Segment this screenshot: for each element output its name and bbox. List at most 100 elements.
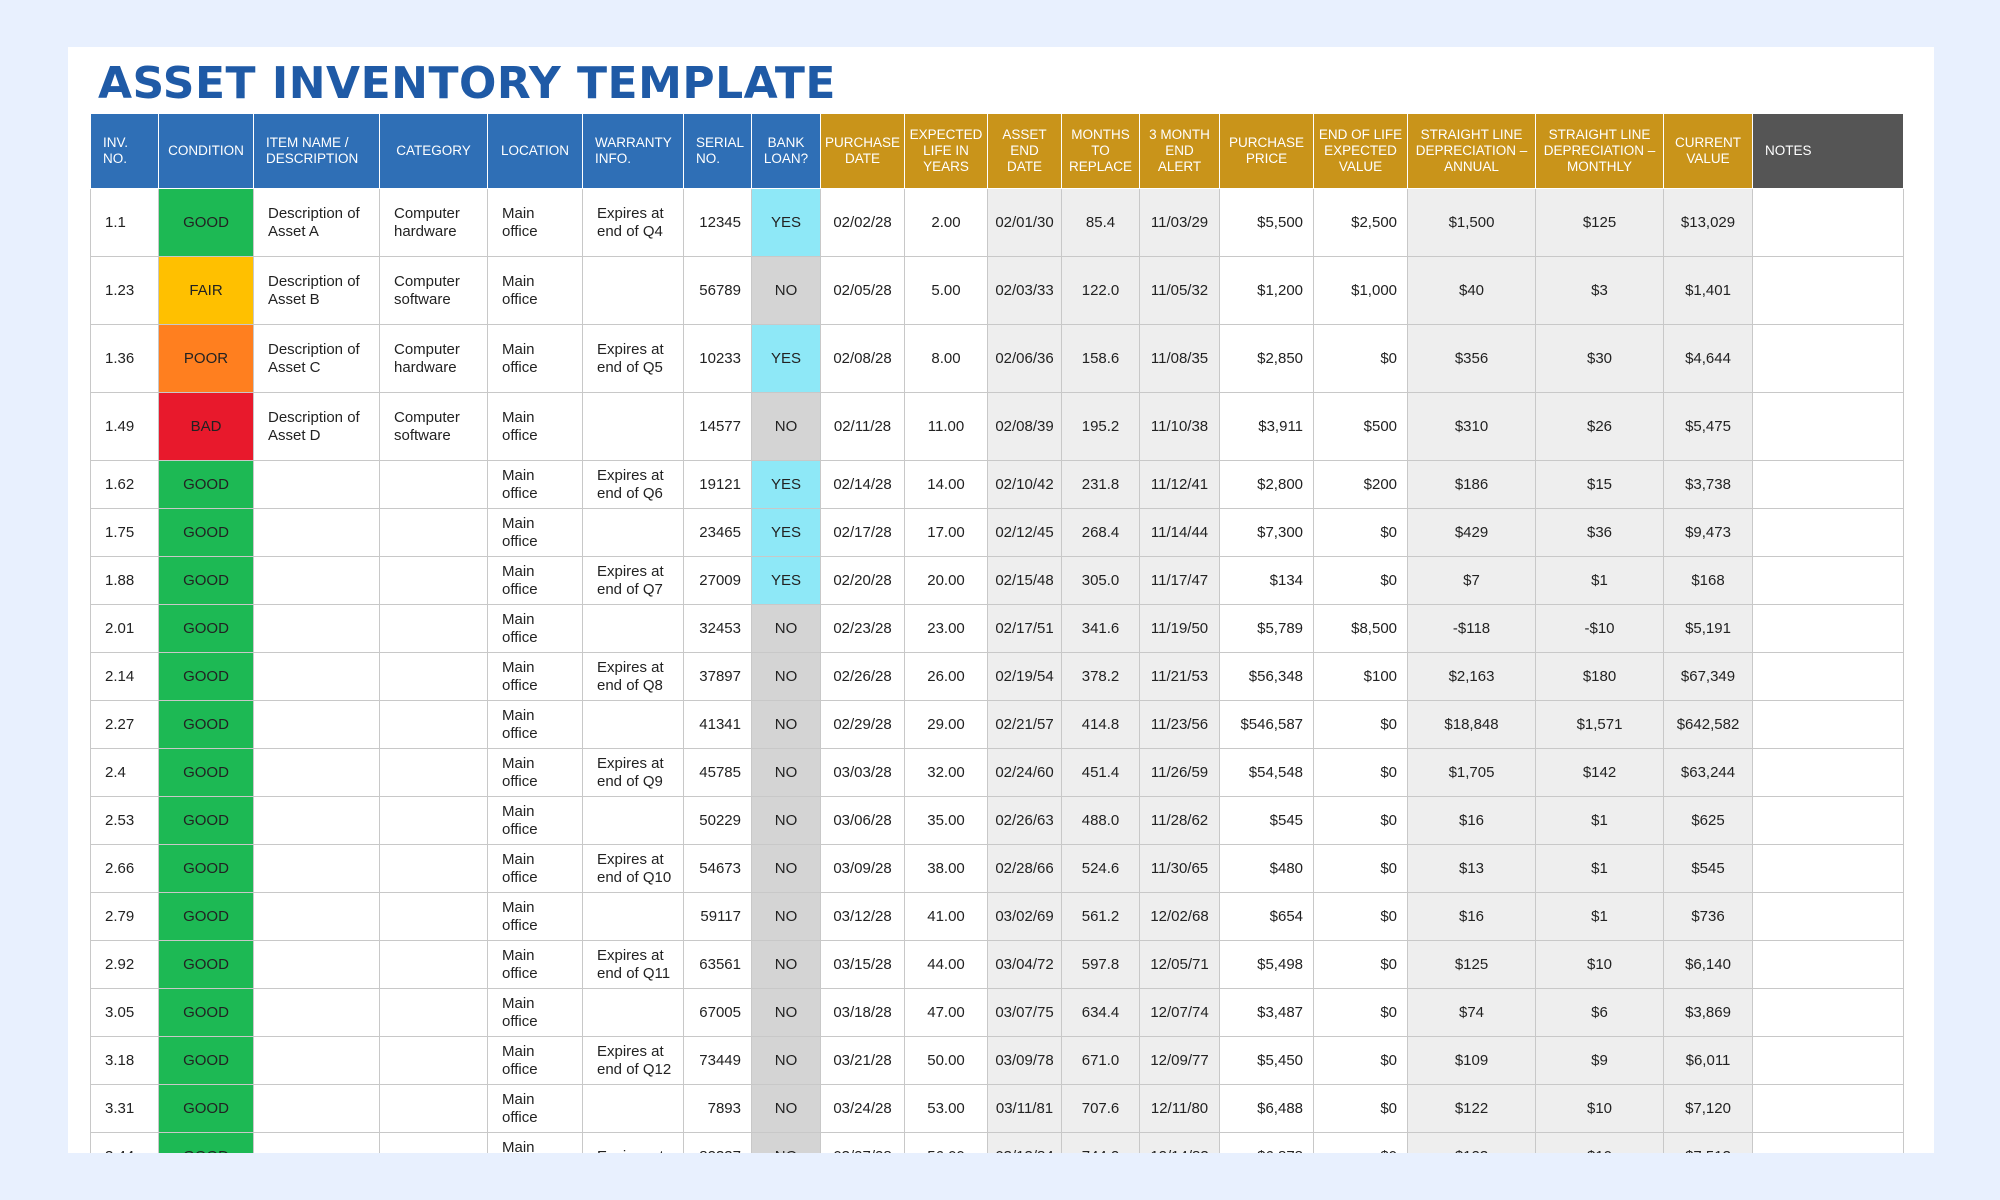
cell-purchase-price[interactable]: $5,450	[1219, 1036, 1315, 1085]
cell-purchase-date[interactable]: 03/21/28	[819, 1036, 906, 1085]
cell-asset-end-date[interactable]: 02/26/63	[987, 796, 1063, 845]
cell-purchase-date[interactable]: 03/24/28	[819, 1084, 906, 1133]
cell-purchase-price[interactable]: $480	[1219, 844, 1315, 893]
cell-asset-end-date[interactable]: 03/07/75	[987, 988, 1063, 1037]
cell-bank-loan[interactable]: NO	[751, 700, 821, 749]
cell-depreciation-monthly[interactable]: $9	[1535, 1036, 1665, 1085]
cell-3-month-end-alert[interactable]: 11/10/38	[1139, 392, 1221, 461]
cell-depreciation-annual[interactable]: $40	[1407, 256, 1537, 325]
cell-category[interactable]: Computer software	[379, 392, 488, 461]
cell-notes[interactable]	[1752, 392, 1905, 461]
cell-3-month-end-alert[interactable]: 11/17/47	[1139, 556, 1221, 605]
cell-serial-no[interactable]: 82337	[683, 1132, 752, 1153]
cell-months-to-replace[interactable]: 744.2	[1061, 1132, 1141, 1153]
cell-end-of-life-value[interactable]: $0	[1313, 748, 1409, 797]
cell-depreciation-monthly[interactable]: $26	[1535, 392, 1665, 461]
cell-bank-loan[interactable]: NO	[751, 748, 821, 797]
cell-depreciation-annual[interactable]: $13	[1407, 844, 1537, 893]
cell-expected-life[interactable]: 32.00	[904, 748, 989, 797]
cell-warranty[interactable]	[582, 392, 684, 461]
cell-bank-loan[interactable]: NO	[751, 652, 821, 701]
cell-months-to-replace[interactable]: 341.6	[1061, 604, 1141, 653]
cell-purchase-date[interactable]: 02/14/28	[819, 460, 906, 509]
header-months-to-replace[interactable]: MONTHS TO REPLACE	[1061, 113, 1141, 189]
cell-inv-no[interactable]: 3.18	[90, 1036, 159, 1085]
cell-depreciation-monthly[interactable]: $10	[1535, 1132, 1665, 1153]
cell-condition[interactable]: GOOD	[158, 988, 254, 1037]
cell-end-of-life-value[interactable]: $0	[1313, 700, 1409, 749]
cell-depreciation-monthly[interactable]: $36	[1535, 508, 1665, 557]
cell-inv-no[interactable]: 3.44	[90, 1132, 159, 1153]
cell-condition[interactable]: GOOD	[158, 460, 254, 509]
header-bank-loan[interactable]: BANK LOAN?	[751, 113, 821, 189]
cell-purchase-date[interactable]: 02/23/28	[819, 604, 906, 653]
cell-condition[interactable]: GOOD	[158, 556, 254, 605]
cell-expected-life[interactable]: 11.00	[904, 392, 989, 461]
cell-bank-loan[interactable]: NO	[751, 844, 821, 893]
cell-end-of-life-value[interactable]: $0	[1313, 556, 1409, 605]
cell-inv-no[interactable]: 2.14	[90, 652, 159, 701]
cell-current-value[interactable]: $7,513	[1663, 1132, 1754, 1153]
cell-bank-loan[interactable]: NO	[751, 1132, 821, 1153]
cell-depreciation-monthly[interactable]: $125	[1535, 188, 1665, 257]
header-serial-no[interactable]: SERIAL No.	[683, 113, 752, 189]
cell-3-month-end-alert[interactable]: 11/12/41	[1139, 460, 1221, 509]
cell-purchase-date[interactable]: 02/26/28	[819, 652, 906, 701]
cell-end-of-life-value[interactable]: $8,500	[1313, 604, 1409, 653]
cell-end-of-life-value[interactable]: $2,500	[1313, 188, 1409, 257]
cell-expected-life[interactable]: 29.00	[904, 700, 989, 749]
cell-months-to-replace[interactable]: 524.6	[1061, 844, 1141, 893]
cell-asset-end-date[interactable]: 02/03/33	[987, 256, 1063, 325]
cell-category[interactable]: Computer hardware	[379, 188, 488, 257]
cell-purchase-price[interactable]: $5,789	[1219, 604, 1315, 653]
cell-3-month-end-alert[interactable]: 12/05/71	[1139, 940, 1221, 989]
cell-purchase-price[interactable]: $654	[1219, 892, 1315, 941]
cell-purchase-price[interactable]: $3,911	[1219, 392, 1315, 461]
cell-category[interactable]: Computer hardware	[379, 324, 488, 393]
cell-item-description[interactable]	[253, 844, 380, 893]
cell-months-to-replace[interactable]: 378.2	[1061, 652, 1141, 701]
cell-warranty[interactable]: Expires at end of Q10	[582, 844, 684, 893]
cell-end-of-life-value[interactable]: $0	[1313, 1036, 1409, 1085]
cell-bank-loan[interactable]: NO	[751, 892, 821, 941]
cell-asset-end-date[interactable]: 02/19/54	[987, 652, 1063, 701]
header-asset-end-date[interactable]: ASSET END DATE	[987, 113, 1063, 189]
cell-warranty[interactable]	[582, 256, 684, 325]
header-current-value[interactable]: CURRENT VALUE	[1663, 113, 1754, 189]
cell-current-value[interactable]: $642,582	[1663, 700, 1754, 749]
cell-bank-loan[interactable]: NO	[751, 392, 821, 461]
cell-3-month-end-alert[interactable]: 12/02/68	[1139, 892, 1221, 941]
cell-purchase-date[interactable]: 02/11/28	[819, 392, 906, 461]
cell-item-description[interactable]	[253, 700, 380, 749]
header-purchase-price[interactable]: PURCHASE PRICE	[1219, 113, 1315, 189]
cell-end-of-life-value[interactable]: $100	[1313, 652, 1409, 701]
cell-expected-life[interactable]: 44.00	[904, 940, 989, 989]
cell-current-value[interactable]: $6,140	[1663, 940, 1754, 989]
cell-purchase-price[interactable]: $5,500	[1219, 188, 1315, 257]
cell-asset-end-date[interactable]: 02/21/57	[987, 700, 1063, 749]
cell-warranty[interactable]: Expires at	[582, 1132, 684, 1153]
cell-condition[interactable]: FAIR	[158, 256, 254, 325]
cell-end-of-life-value[interactable]: $0	[1313, 892, 1409, 941]
cell-notes[interactable]	[1752, 256, 1905, 325]
cell-purchase-date[interactable]: 03/12/28	[819, 892, 906, 941]
cell-warranty[interactable]: Expires at end of Q7	[582, 556, 684, 605]
cell-purchase-price[interactable]: $6,878	[1219, 1132, 1315, 1153]
cell-expected-life[interactable]: 23.00	[904, 604, 989, 653]
cell-condition[interactable]: GOOD	[158, 892, 254, 941]
cell-end-of-life-value[interactable]: $0	[1313, 940, 1409, 989]
cell-asset-end-date[interactable]: 02/17/51	[987, 604, 1063, 653]
header-3-month-end-alert[interactable]: 3 MONTH END ALERT	[1139, 113, 1221, 189]
cell-category[interactable]	[379, 988, 488, 1037]
cell-asset-end-date[interactable]: 03/02/69	[987, 892, 1063, 941]
cell-item-description[interactable]	[253, 1036, 380, 1085]
cell-warranty[interactable]	[582, 796, 684, 845]
cell-bank-loan[interactable]: NO	[751, 256, 821, 325]
